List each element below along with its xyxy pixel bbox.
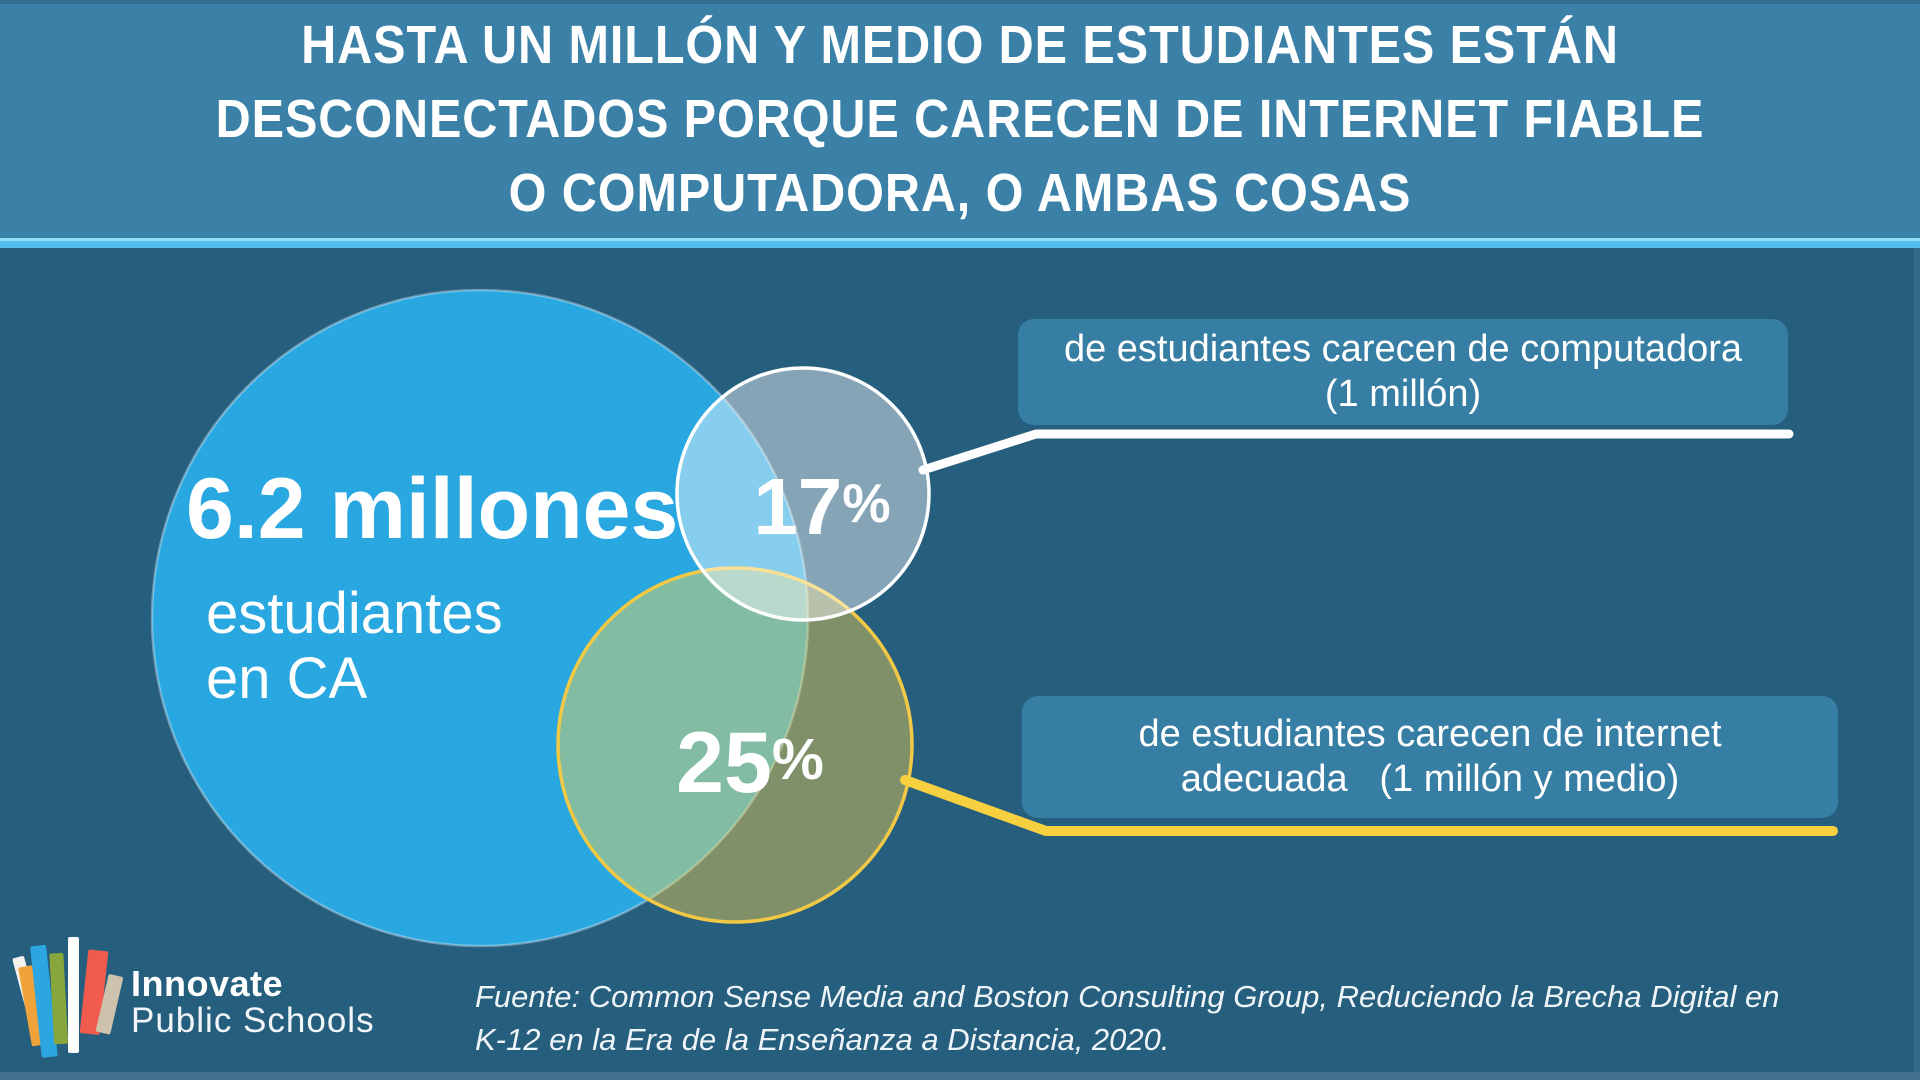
total-students-label: estudiantes en CA bbox=[206, 581, 503, 711]
title-line-2: DESCONECTADOS PORQUE CARECEN DE INTERNET… bbox=[215, 89, 1705, 149]
source-citation: Fuente: Common Sense Media and Boston Co… bbox=[475, 975, 1779, 1061]
header-top-line bbox=[0, 0, 1920, 4]
source-line-2: K-12 en la Era de la Enseñanza a Distanc… bbox=[475, 1022, 1170, 1057]
computer-percentage: 17% bbox=[712, 467, 932, 547]
innovate-logo-icon bbox=[12, 937, 123, 1058]
source-line-1: Fuente: Common Sense Media and Boston Co… bbox=[475, 979, 1780, 1014]
logo-subtitle: Public Schools bbox=[131, 1001, 375, 1040]
callout-internet: de estudiantes carecen de internet adecu… bbox=[1022, 696, 1838, 818]
title-line-3: O COMPUTADORA, O AMBAS COSAS bbox=[508, 163, 1412, 223]
total-students-label-line2: en CA bbox=[206, 646, 368, 711]
computer-percentage-value: 17 bbox=[753, 462, 843, 551]
right-edge-accent bbox=[1914, 248, 1920, 1072]
title-line-1: HASTA UN MILLÓN Y MEDIO DE ESTUDIANTES E… bbox=[301, 15, 1619, 75]
total-students-value: 6.2 millones bbox=[186, 461, 679, 557]
internet-percentage: 25% bbox=[640, 720, 860, 806]
header-band bbox=[0, 0, 1920, 238]
connector-computer-line bbox=[918, 429, 1794, 475]
bottom-accent-band bbox=[0, 1072, 1920, 1080]
computer-percent-sign: % bbox=[842, 473, 891, 535]
logo-book-strips bbox=[12, 937, 123, 1058]
internet-percentage-value: 25 bbox=[676, 715, 772, 811]
callout-computer: de estudiantes carecen de computadora (1… bbox=[1018, 319, 1788, 425]
page-title: HASTA UN MILLÓN Y MEDIO DE ESTUDIANTES E… bbox=[0, 8, 1920, 230]
internet-percent-sign: % bbox=[771, 727, 824, 793]
callout-computer-line2: (1 millón) bbox=[1324, 373, 1482, 415]
logo-name: Innovate bbox=[131, 963, 284, 1004]
connector-internet-line bbox=[900, 775, 1838, 836]
innovate-logo-text: Innovate Public Schools bbox=[131, 963, 375, 1040]
callout-internet-line2: adecuada (1 millón y medio) bbox=[1180, 758, 1680, 800]
callout-internet-line1: de estudiantes carecen de internet bbox=[1138, 713, 1722, 755]
circle-internet-25 bbox=[556, 566, 914, 924]
total-students-label-line1: estudiantes bbox=[206, 581, 503, 646]
callout-computer-line1: de estudiantes carecen de computadora bbox=[1063, 328, 1743, 370]
circle-total-students bbox=[150, 288, 810, 948]
header-divider-highlight bbox=[0, 238, 1920, 241]
circle-computer-17 bbox=[675, 366, 931, 622]
header-divider bbox=[0, 238, 1920, 248]
